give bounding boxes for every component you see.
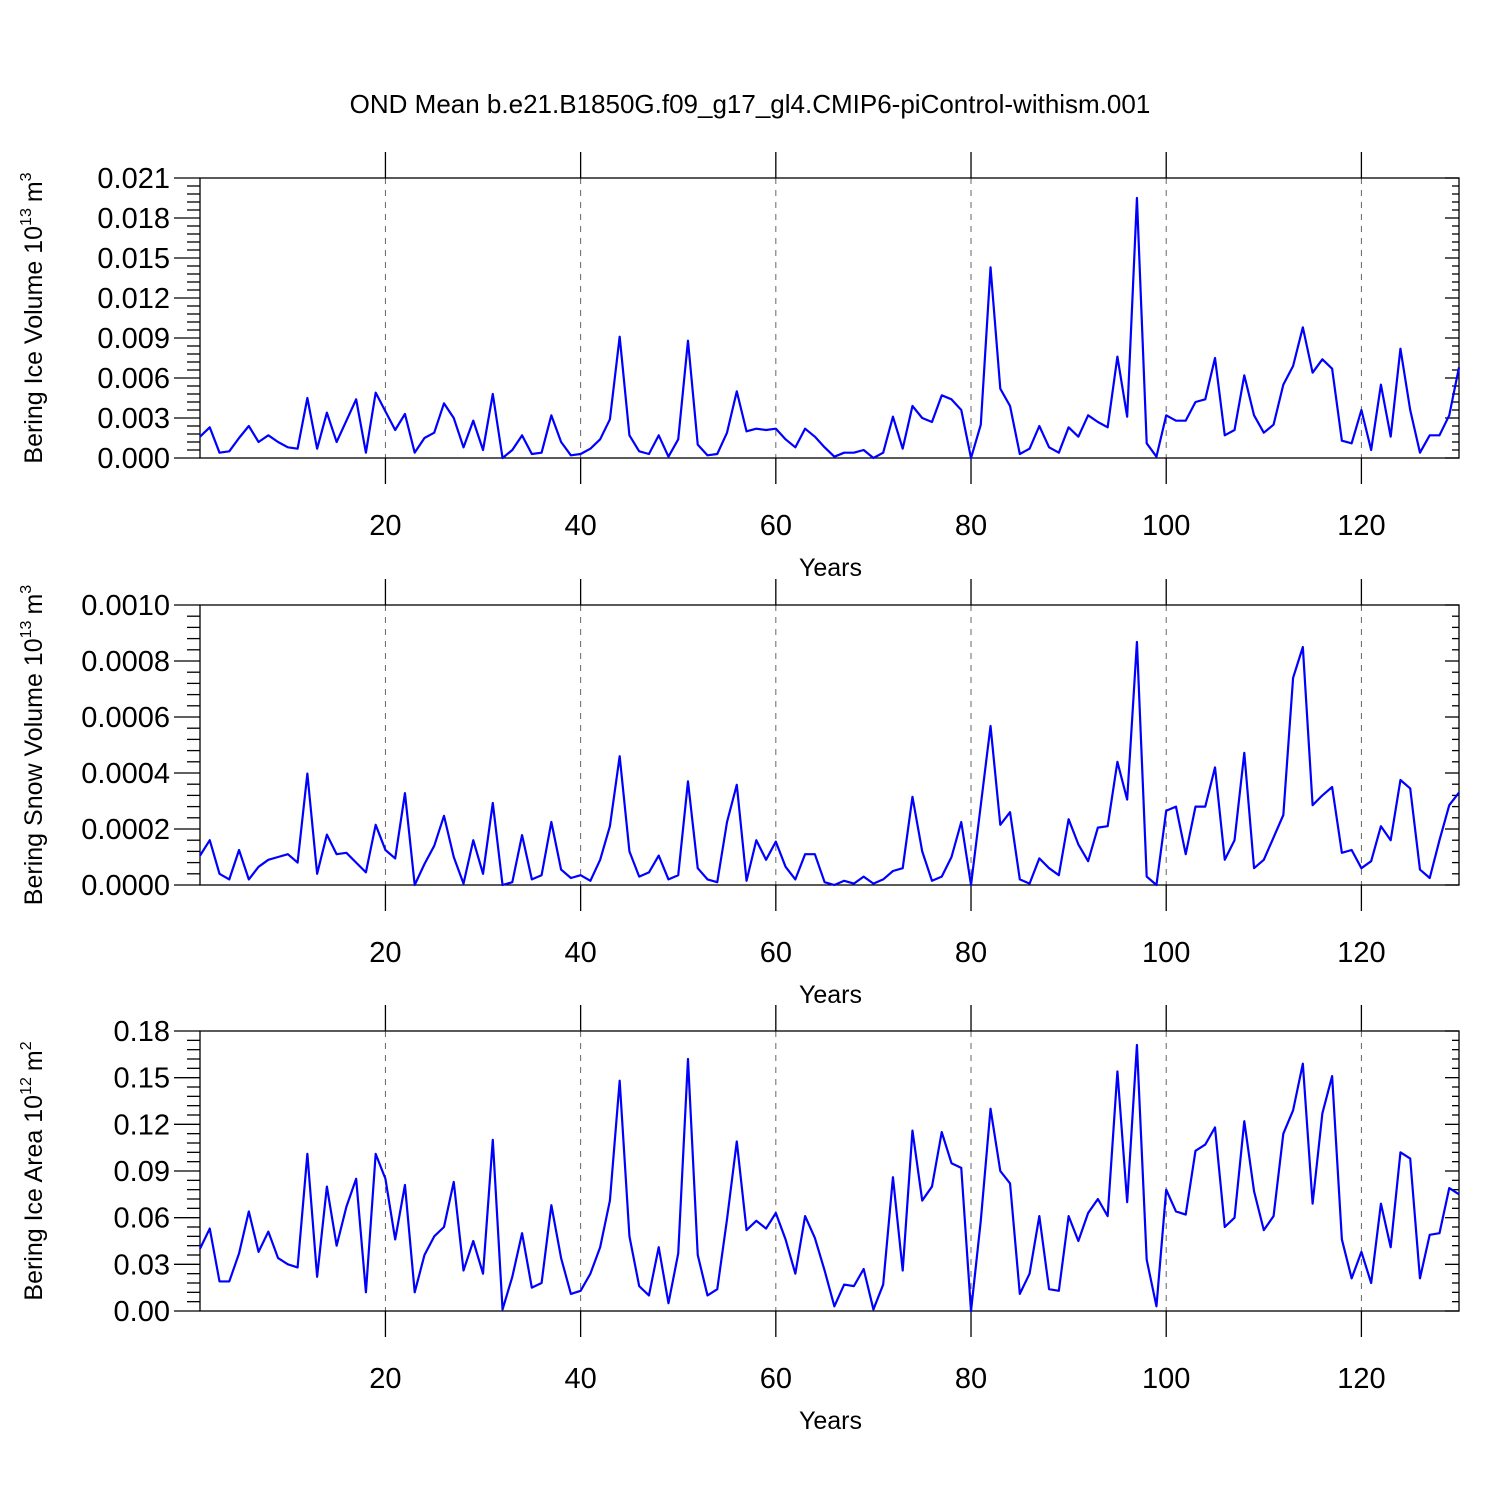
y-axis-label-ylabel-exp: 13: [18, 208, 35, 226]
series-line: [199, 640, 1460, 887]
series-line: [199, 196, 1461, 460]
y-tick-label: 0.003: [97, 403, 170, 435]
y-tick-label: 0.0004: [81, 758, 170, 790]
y-tick-label: 0.06: [114, 1203, 170, 1235]
y-axis-label-ylabel-text: Bering Snow Volume 10: [20, 638, 48, 905]
x-tick-label: 60: [760, 510, 792, 542]
y-axis-label-ylabel-text: Bering Ice Volume 10: [20, 226, 48, 464]
y-axis-label-ylabel-unit: m: [20, 594, 48, 615]
x-tick-label: 40: [564, 510, 596, 542]
y-tick-label: 0.0002: [81, 814, 170, 846]
plot-frame: [199, 604, 1460, 886]
x-tick-label: 100: [1142, 510, 1190, 542]
y-axis-label: Bering Snow Volume 1013 m3: [18, 585, 48, 905]
x-tick-label: 120: [1337, 510, 1385, 542]
y-tick-label: 0.03: [114, 1249, 170, 1281]
y-tick-label: 0.0000: [81, 870, 170, 902]
x-axis-label: Years: [799, 1407, 862, 1435]
plot-frame: [199, 177, 1460, 459]
y-tick-label: 0.000: [97, 443, 170, 475]
y-tick-label: 0.0006: [81, 702, 170, 734]
x-tick-label: 120: [1337, 937, 1385, 969]
x-tick-label: 20: [369, 510, 401, 542]
y-axis-label: Bering Ice Area 1012 m2: [18, 1041, 48, 1300]
x-tick-label: 100: [1142, 1363, 1190, 1395]
y-axis-label-ylabel-unit-exp: 2: [18, 1041, 35, 1050]
x-axis-label: Years: [799, 981, 862, 1009]
x-tick-label: 100: [1142, 937, 1190, 969]
y-tick-label: 0.012: [97, 283, 170, 315]
y-axis-label-ylabel-unit-exp: 3: [18, 585, 35, 594]
panel-1: 0.000 0.003 0.006 0.009 0.012 0.015 0.018 0.021…: [18, 152, 1461, 582]
figure-title: OND Mean b.e21.B1850G.f09_g17_gl4.CMIP6-…: [350, 89, 1151, 119]
series-line: [199, 1043, 1460, 1313]
y-tick-label: 0.009: [97, 323, 170, 355]
x-tick-label: 20: [369, 937, 401, 969]
y-tick-label: 0.12: [114, 1109, 170, 1141]
y-axis-label-ylabel-exp: 12: [18, 1077, 35, 1095]
x-tick-label: 80: [955, 1363, 987, 1395]
y-axis-label-ylabel-unit-exp: 3: [18, 172, 35, 181]
y-axis-label-ylabel-exp: 13: [18, 620, 35, 638]
x-tick-label: 60: [760, 1363, 792, 1395]
panel-2: 0.0000 0.0002 0.0004 0.0006 0.0008 0.0010 20 40…: [18, 579, 1460, 1009]
x-tick-label: 40: [564, 1363, 596, 1395]
y-tick-label: 0.09: [114, 1156, 170, 1188]
x-tick-label: 20: [369, 1363, 401, 1395]
x-axis-label: Years: [799, 554, 862, 582]
y-tick-label: 0.015: [97, 243, 170, 275]
y-tick-label: 0.15: [114, 1063, 170, 1095]
x-tick-label: 120: [1337, 1363, 1385, 1395]
panel-3: 0.00 0.03 0.06 0.09 0.12 0.15 0.18 20 40 60 80 100 1…: [18, 1005, 1460, 1435]
y-tick-label: 0.0010: [81, 590, 170, 622]
y-axis-label-ylabel-unit: m: [20, 1050, 48, 1071]
y-tick-label: 0.0008: [81, 646, 170, 678]
x-tick-label: 40: [564, 937, 596, 969]
x-tick-label: 80: [955, 937, 987, 969]
y-tick-label: 0.021: [97, 163, 170, 195]
x-tick-label: 80: [955, 510, 987, 542]
y-tick-label: 0.00: [114, 1296, 170, 1328]
y-axis-label-ylabel-text: Bering Ice Area 10: [20, 1095, 48, 1301]
y-tick-label: 0.006: [97, 363, 170, 395]
y-axis-label-ylabel-unit: m: [20, 181, 48, 202]
y-tick-label: 0.018: [97, 203, 170, 235]
y-tick-label: 0.18: [114, 1016, 170, 1048]
y-axis-label: Bering Ice Volume 1013 m3: [18, 172, 48, 463]
x-tick-label: 60: [760, 937, 792, 969]
panels-container: 0.0000.0030.0060.0090.0120.0150.0180.021…: [18, 152, 1461, 1435]
